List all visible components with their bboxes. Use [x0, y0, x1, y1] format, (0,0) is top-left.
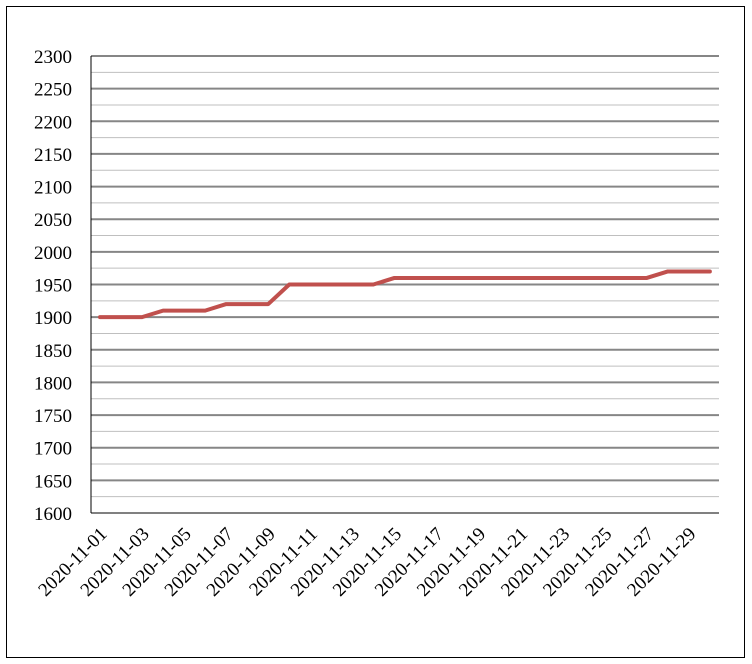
y-tick-label: 2050: [34, 210, 72, 231]
y-tick-label: 2250: [34, 80, 72, 101]
y-tick-label: 1900: [34, 308, 72, 329]
y-tick-label: 1850: [34, 341, 72, 362]
y-tick-label: 1950: [34, 276, 72, 297]
y-tick-label: 2000: [34, 243, 72, 264]
y-tick-label: 2100: [34, 178, 72, 199]
y-tick-label: 2300: [34, 47, 72, 68]
series-line: [98, 269, 712, 320]
y-tick-label: 2200: [34, 112, 72, 133]
y-tick-label: 1700: [34, 439, 72, 460]
y-tick-label: 2150: [34, 145, 72, 166]
y-tick-label: 1800: [34, 373, 72, 394]
chart-frame: [6, 6, 745, 658]
y-tick-label: 1750: [34, 406, 72, 427]
y-tick-label: 1650: [34, 471, 72, 492]
y-tick-label: 1600: [34, 504, 72, 525]
